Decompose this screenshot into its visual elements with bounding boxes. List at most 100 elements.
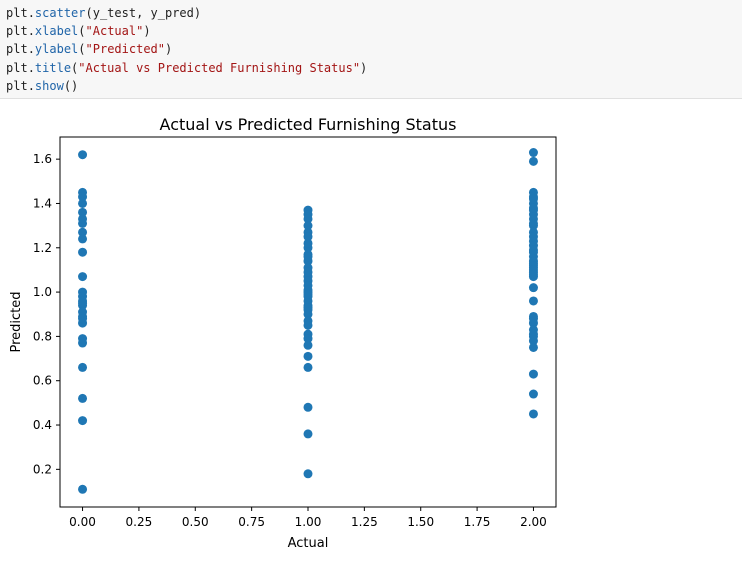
code-token: plt: [6, 78, 28, 93]
chart-title: Actual vs Predicted Furnishing Status: [160, 115, 457, 134]
y-axis-label: Predicted: [9, 291, 24, 352]
data-point: [303, 252, 313, 262]
data-point: [528, 203, 538, 213]
x-tick-label: 1.75: [464, 515, 491, 529]
code-token: (: [78, 42, 86, 57]
data-point: [528, 336, 538, 346]
code-cell[interactable]: plt.scatter(y_test, y_pred) plt.xlabel("…: [0, 0, 742, 99]
code-line: plt.title("Actual vs Predicted Furnishin…: [6, 59, 742, 77]
data-point: [78, 234, 88, 244]
data-point: [528, 342, 538, 352]
data-point: [303, 320, 313, 330]
code-token: show: [34, 78, 64, 93]
code-token: ): [360, 60, 368, 75]
y-tick-label: 0.6: [33, 374, 52, 388]
data-point: [528, 409, 538, 419]
code-token: ): [165, 42, 173, 57]
data-point: [78, 207, 88, 217]
code-token: .: [27, 6, 35, 20]
data-point: [528, 194, 538, 204]
data-point: [303, 221, 313, 231]
data-point: [528, 245, 538, 255]
code-line: plt.show(): [6, 77, 742, 95]
data-point: [303, 232, 313, 242]
data-point: [528, 329, 538, 339]
code-token: plt: [6, 42, 28, 57]
data-point: [303, 429, 313, 439]
data-point: [78, 338, 88, 348]
data-point: [528, 232, 538, 242]
data-point: [528, 156, 538, 166]
data-point: [303, 469, 313, 479]
plot-area-frame: [59, 136, 557, 508]
y-tick-label: 1.4: [33, 196, 52, 210]
x-tick-label: 2.00: [520, 515, 547, 529]
data-point: [303, 303, 313, 313]
x-tick-label: 1.00: [295, 515, 322, 529]
data-point: [528, 369, 538, 379]
data-point: [78, 214, 88, 224]
x-tick-label: 1.25: [351, 515, 378, 529]
data-point: [303, 214, 313, 224]
y-tick-label: 0.2: [33, 462, 52, 476]
code-token: ylabel: [34, 42, 79, 57]
y-tick-label: 1.0: [33, 285, 52, 299]
data-point: [78, 198, 88, 208]
code-token: (): [63, 78, 79, 93]
y-tick-label: 0.8: [33, 329, 52, 343]
code-token: "Actual": [85, 24, 144, 39]
code-token: scatter: [34, 6, 86, 20]
cell-output: Actual vs Predicted Furnishing Status 0.…: [0, 100, 742, 561]
x-tick-label: 0.50: [182, 515, 209, 529]
code-token: "Actual vs Predicted Furnishing Status": [78, 60, 361, 75]
code-token: (: [78, 24, 86, 39]
data-point: [303, 340, 313, 350]
data-point: [78, 393, 88, 403]
data-point: [78, 298, 88, 308]
data-point: [528, 296, 538, 306]
data-point: [528, 218, 538, 228]
y-tick-label: 1.2: [33, 241, 52, 255]
data-point: [528, 314, 538, 324]
data-point: [303, 351, 313, 361]
data-point: [78, 484, 88, 494]
data-point: [78, 314, 88, 324]
y-tick-label: 1.6: [33, 152, 52, 166]
data-point: [78, 416, 88, 426]
code-token: (y_test, y_pred): [85, 6, 202, 20]
data-point: [78, 247, 88, 257]
x-tick-label: 0.00: [69, 515, 96, 529]
data-point: [528, 283, 538, 293]
data-point: [303, 402, 313, 412]
code-token: .: [27, 78, 35, 93]
code-token: "Predicted": [85, 42, 165, 57]
code-token: (: [71, 60, 79, 75]
data-point: [528, 269, 538, 279]
data-point: [528, 389, 538, 399]
code-token: plt: [6, 6, 28, 20]
code-token: .: [27, 60, 35, 75]
data-point: [78, 272, 88, 282]
x-axis-label: Actual: [288, 536, 329, 551]
data-point: [303, 362, 313, 372]
data-point: [528, 148, 538, 158]
data-point: [303, 238, 313, 248]
data-point: [303, 267, 313, 277]
data-point: [78, 227, 88, 237]
data-point: [303, 309, 313, 319]
scatter-chart: Actual vs Predicted Furnishing Status 0.…: [9, 115, 557, 551]
code-token: ): [143, 24, 151, 39]
code-line: plt.ylabel("Predicted"): [6, 40, 742, 58]
code-token: plt: [6, 60, 28, 75]
x-tick-label: 0.75: [238, 515, 265, 529]
data-point: [78, 362, 88, 372]
code-token: title: [34, 60, 72, 75]
code-token: .: [27, 24, 35, 39]
x-tick-label: 0.25: [126, 515, 153, 529]
data-point: [303, 289, 313, 299]
code-token: .: [27, 42, 35, 57]
code-line: plt.scatter(y_test, y_pred): [6, 4, 742, 22]
x-tick-label: 1.50: [407, 515, 434, 529]
code-token: plt: [6, 24, 28, 39]
data-point: [78, 192, 88, 202]
